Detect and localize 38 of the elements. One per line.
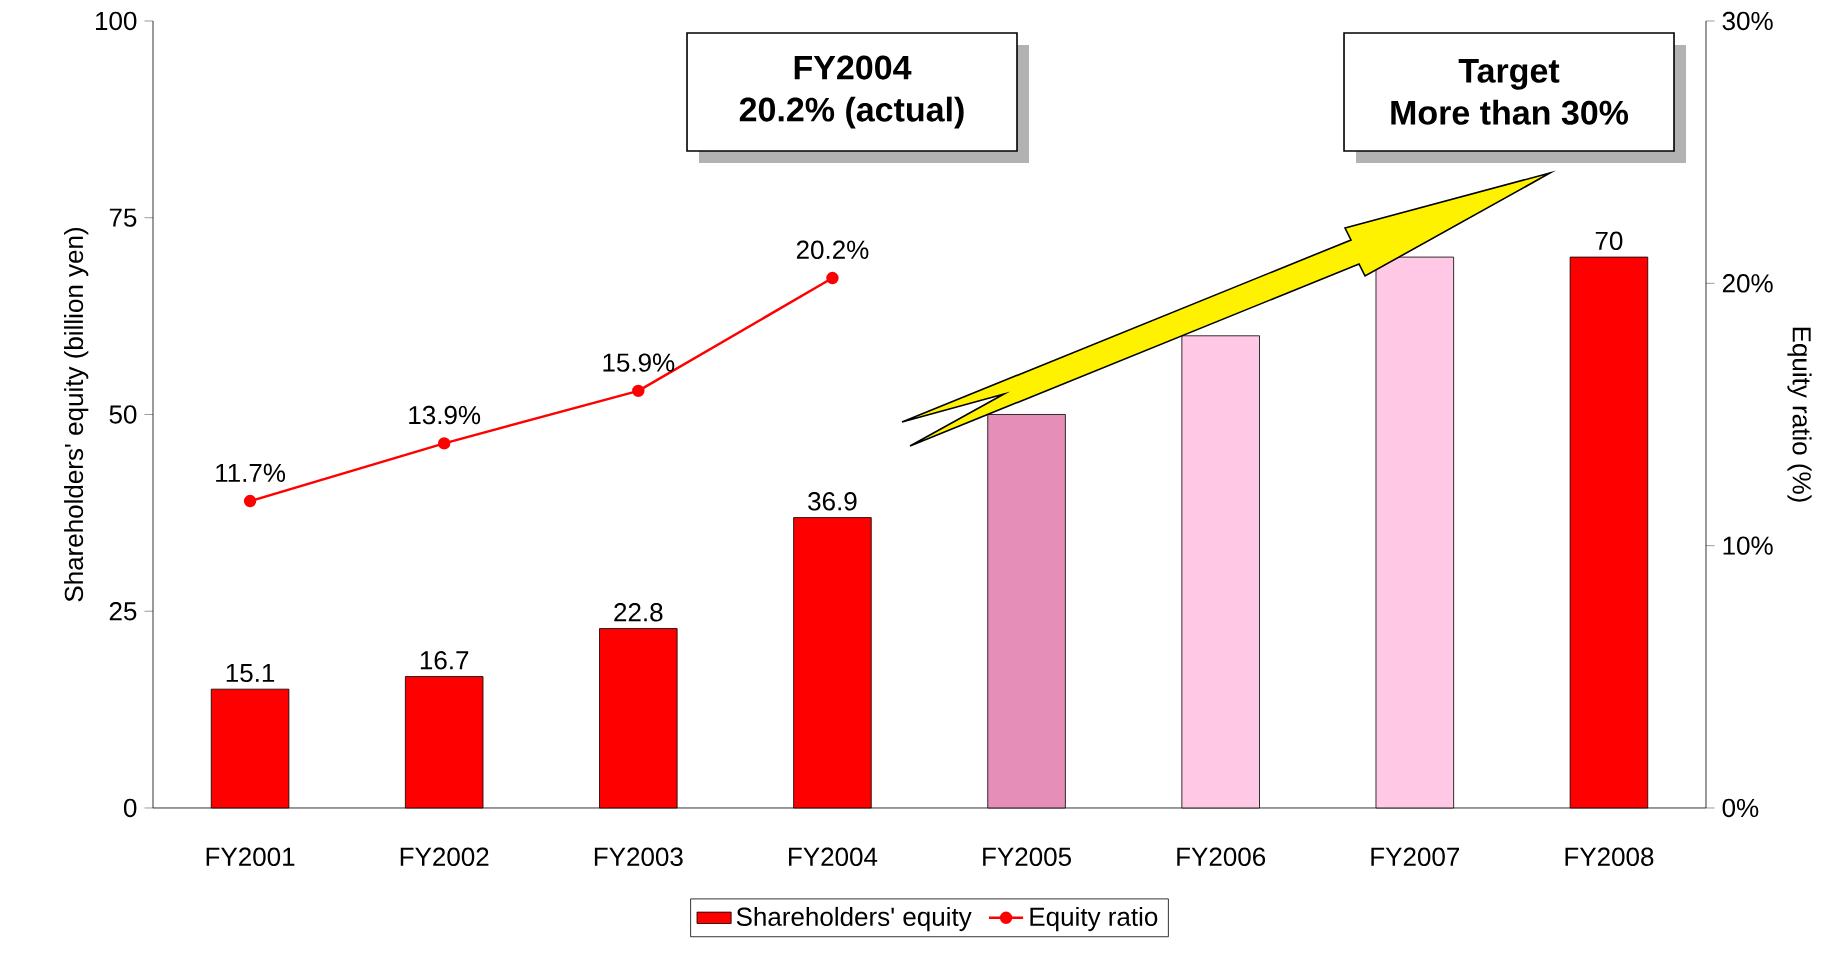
annotation: More than 30%: [1391, 99, 1629, 125]
data-label: 11.7%: [216, 463, 286, 482]
x-tick-label: FY2001: [206, 847, 295, 866]
data-label: 13.9%: [409, 405, 481, 425]
y2-axis-title: Equity ratio (%): [1787, 327, 1812, 502]
data-label: 16.7: [420, 651, 469, 670]
data-label: 20.2%: [796, 240, 869, 259]
y2-tick-label: 30%: [1722, 11, 1773, 31]
legend-label: Equity ratio: [1030, 906, 1158, 932]
point: [826, 271, 839, 285]
x-tick-label: FY2006: [1177, 847, 1266, 866]
point: [437, 437, 451, 450]
y2-tick-label: 10%: [1723, 536, 1773, 555]
y2-tick-label: 0%: [1722, 798, 1759, 818]
annotation: Target: [1458, 59, 1560, 90]
annotation: FY2004: [794, 55, 912, 80]
data-label: 15.9%: [603, 353, 675, 372]
y-tick-label: 50: [109, 405, 137, 424]
y-tick-label: 0: [123, 798, 137, 818]
annotation: 20.2% (actual): [739, 96, 964, 129]
point: [632, 384, 645, 398]
y-tick-label: 75: [109, 208, 137, 227]
y-tick-label: 100: [96, 11, 137, 31]
x-tick-label: FY2003: [594, 847, 683, 866]
y2-tick-label: 20%: [1722, 274, 1773, 293]
x-tick-label: FY2004: [789, 847, 878, 866]
point: [243, 494, 257, 508]
x-tick-label: FY2005: [983, 847, 1071, 866]
y-tick-label: 25: [109, 602, 137, 621]
legend-label: Shareholders' equity: [736, 906, 972, 932]
y-axis-title: Shareholders' equity (billion yen): [64, 227, 89, 602]
data-label: 22.8: [614, 603, 663, 622]
x-tick-label: FY2007: [1371, 847, 1460, 866]
data-label: 15.1: [226, 663, 275, 683]
data-label: 36.9: [808, 492, 857, 511]
x-tick-label: FY2002: [400, 847, 489, 866]
data-label: 70: [1595, 231, 1623, 251]
x-tick-label: FY2008: [1565, 847, 1654, 866]
